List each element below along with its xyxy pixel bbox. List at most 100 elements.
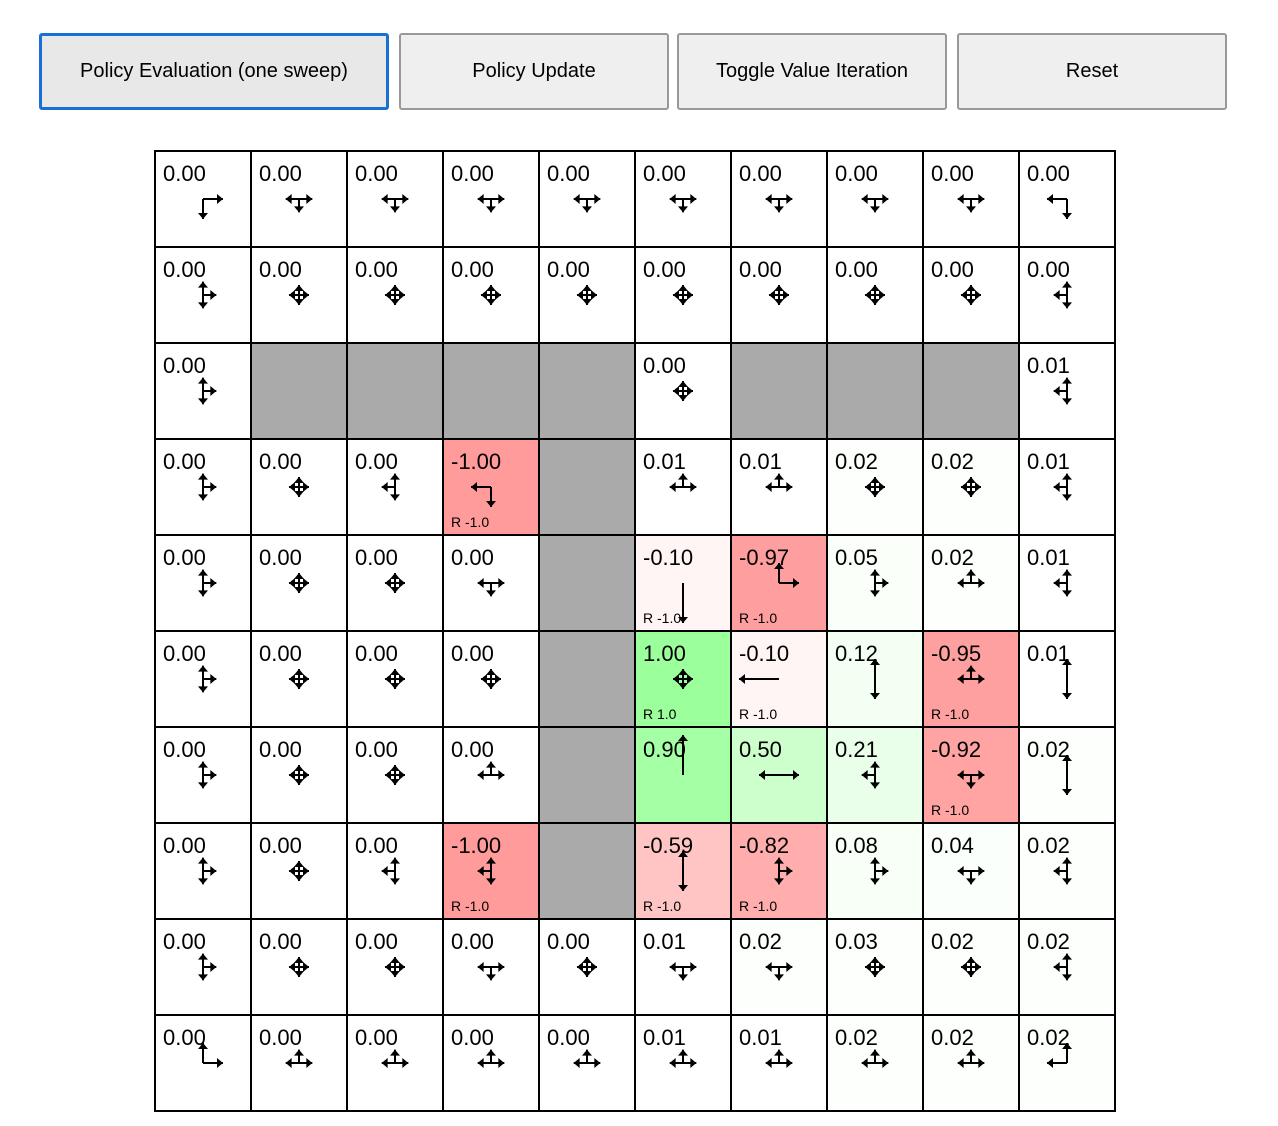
grid-cell[interactable]: 0.03 [826, 918, 924, 1016]
grid-cell[interactable]: 0.00 [154, 1014, 252, 1112]
grid-cell[interactable]: 0.12 [826, 630, 924, 728]
grid-cell[interactable]: -1.00 R -1.0 [442, 822, 540, 920]
grid-cell[interactable]: 0.08 [826, 822, 924, 920]
grid-cell[interactable]: 0.00 [1018, 150, 1116, 248]
grid-cell[interactable]: 0.00 [346, 246, 444, 344]
grid-cell[interactable]: -0.92 R -1.0 [922, 726, 1020, 824]
grid-cell[interactable]: 0.00 [442, 246, 540, 344]
grid-cell[interactable]: 0.00 [250, 246, 348, 344]
grid-cell[interactable]: 0.00 [154, 534, 252, 632]
grid-cell[interactable]: 0.00 [538, 918, 636, 1016]
grid-cell[interactable]: 1.00 R 1.0 [634, 630, 732, 728]
grid-cell[interactable]: 0.00 [442, 1014, 540, 1112]
grid-cell[interactable]: 0.00 [346, 1014, 444, 1112]
grid-cell[interactable]: 0.02 [922, 918, 1020, 1016]
wall-cell[interactable] [538, 534, 636, 632]
grid-cell[interactable]: -0.10 R -1.0 [634, 534, 732, 632]
grid-cell[interactable]: -0.95 R -1.0 [922, 630, 1020, 728]
grid-cell[interactable]: -0.97R -1.0 [730, 534, 828, 632]
grid-cell[interactable]: 0.05 [826, 534, 924, 632]
grid-cell[interactable]: 0.00 [154, 246, 252, 344]
grid-cell[interactable]: 0.00 [346, 822, 444, 920]
grid-cell[interactable]: 0.02 [922, 534, 1020, 632]
grid-cell[interactable]: 0.00 [922, 246, 1020, 344]
reset-button[interactable]: Reset [957, 33, 1227, 110]
grid-cell[interactable]: 0.00 [346, 918, 444, 1016]
grid-cell[interactable]: 0.00 [730, 246, 828, 344]
grid-cell[interactable]: 0.00 [250, 822, 348, 920]
wall-cell[interactable] [826, 342, 924, 440]
grid-cell[interactable]: 0.00 [154, 150, 252, 248]
grid-cell[interactable]: 0.00 [154, 822, 252, 920]
grid-cell[interactable]: 0.01 [634, 1014, 732, 1112]
grid-cell[interactable]: 0.00 [538, 150, 636, 248]
grid-cell[interactable]: 0.00 [250, 630, 348, 728]
grid-cell[interactable]: 0.50 [730, 726, 828, 824]
grid-cell[interactable]: 0.00 [442, 150, 540, 248]
grid-cell[interactable]: 0.00 [826, 150, 924, 248]
grid-cell[interactable]: 0.00 [346, 534, 444, 632]
wall-cell[interactable] [250, 342, 348, 440]
grid-cell[interactable]: 0.01 [1018, 342, 1116, 440]
grid-cell[interactable]: 0.00 [442, 534, 540, 632]
grid-cell[interactable]: 0.00 [250, 726, 348, 824]
grid-cell[interactable]: 0.00 [154, 438, 252, 536]
grid-cell[interactable]: 0.00 [922, 150, 1020, 248]
grid-cell[interactable]: 0.02 [922, 438, 1020, 536]
wall-cell[interactable] [538, 822, 636, 920]
grid-cell[interactable]: 0.04 [922, 822, 1020, 920]
grid-cell[interactable]: 0.01 [1018, 534, 1116, 632]
grid-cell[interactable]: 0.00 [442, 630, 540, 728]
grid-cell[interactable]: 0.02 [1018, 822, 1116, 920]
wall-cell[interactable] [922, 342, 1020, 440]
grid-cell[interactable]: 0.00 [154, 630, 252, 728]
grid-cell[interactable]: 0.00 [154, 726, 252, 824]
policy-update-button[interactable]: Policy Update [399, 33, 669, 110]
grid-cell[interactable]: 0.00 [1018, 246, 1116, 344]
grid-cell[interactable]: -0.10 R -1.0 [730, 630, 828, 728]
grid-cell[interactable]: 0.00 [154, 342, 252, 440]
grid-cell[interactable]: 0.00 [250, 1014, 348, 1112]
grid-cell[interactable]: 0.00 [442, 726, 540, 824]
grid-cell[interactable]: 0.01 [634, 438, 732, 536]
grid-cell[interactable]: 0.01 [730, 1014, 828, 1112]
grid-cell[interactable]: 0.01 [634, 918, 732, 1016]
grid-cell[interactable]: 0.02 [922, 1014, 1020, 1112]
grid-cell[interactable]: 0.01 [730, 438, 828, 536]
grid-cell[interactable]: 0.21 [826, 726, 924, 824]
grid-cell[interactable]: 0.00 [538, 246, 636, 344]
grid-cell[interactable]: 0.01 [1018, 630, 1116, 728]
grid-cell[interactable]: -0.59R -1.0 [634, 822, 732, 920]
grid-cell[interactable]: 0.00 [634, 342, 732, 440]
grid-cell[interactable]: 0.90 [634, 726, 732, 824]
grid-cell[interactable]: 0.00 [538, 1014, 636, 1112]
grid-cell[interactable]: 0.02 [1018, 1014, 1116, 1112]
grid-cell[interactable]: 0.00 [442, 918, 540, 1016]
wall-cell[interactable] [730, 342, 828, 440]
wall-cell[interactable] [442, 342, 540, 440]
toggle-value-iteration-button[interactable]: Toggle Value Iteration [677, 33, 947, 110]
grid-cell[interactable]: 0.00 [634, 150, 732, 248]
grid-cell[interactable]: 0.00 [730, 150, 828, 248]
grid-cell[interactable]: 0.02 [730, 918, 828, 1016]
policy-evaluation-button[interactable]: Policy Evaluation (one sweep) [39, 33, 389, 110]
grid-cell[interactable]: 0.02 [1018, 726, 1116, 824]
grid-cell[interactable]: 0.01 [1018, 438, 1116, 536]
grid-cell[interactable]: 0.00 [250, 150, 348, 248]
wall-cell[interactable] [538, 438, 636, 536]
grid-cell[interactable]: 0.00 [250, 534, 348, 632]
grid-cell[interactable]: 0.00 [250, 438, 348, 536]
grid-cell[interactable]: 0.00 [826, 246, 924, 344]
grid-cell[interactable]: 0.02 [826, 1014, 924, 1112]
wall-cell[interactable] [538, 342, 636, 440]
grid-cell[interactable]: 0.00 [634, 246, 732, 344]
grid-cell[interactable]: -0.82 R -1.0 [730, 822, 828, 920]
grid-cell[interactable]: 0.00 [154, 918, 252, 1016]
grid-cell[interactable]: -1.00 R -1.0 [442, 438, 540, 536]
wall-cell[interactable] [346, 342, 444, 440]
grid-cell[interactable]: 0.00 [346, 726, 444, 824]
grid-cell[interactable]: 0.00 [346, 630, 444, 728]
grid-cell[interactable]: 0.00 [346, 438, 444, 536]
grid-cell[interactable]: 0.02 [1018, 918, 1116, 1016]
wall-cell[interactable] [538, 630, 636, 728]
